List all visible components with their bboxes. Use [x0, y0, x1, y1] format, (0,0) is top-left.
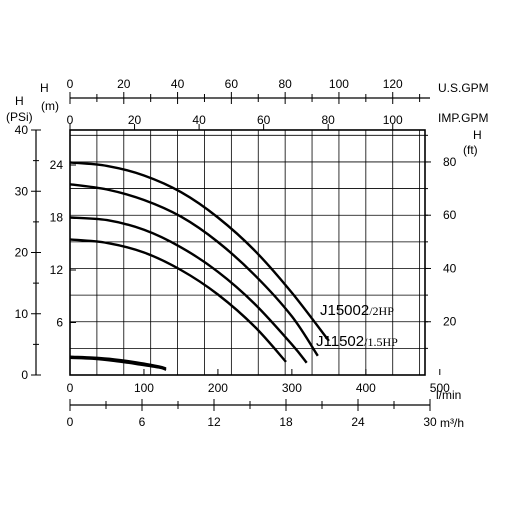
pump-curve-0	[69, 161, 330, 342]
left-psi-tick-label: 30	[15, 184, 29, 198]
left-m-unit-label: (m)	[41, 99, 59, 113]
left-m-tick-label: 12	[50, 263, 64, 277]
low-curve-1	[69, 356, 167, 371]
bottom-m3h-tick-label: 12	[207, 415, 221, 429]
right-ft-tick-label: 40	[443, 261, 457, 275]
bottom-lmin-tick-label: 500	[430, 381, 450, 395]
top-imp-tick-label: 80	[322, 113, 336, 127]
top-imp-unit-label: IMP.GPM	[438, 111, 488, 125]
bottom-lmin-tick-label: 100	[134, 381, 154, 395]
right-ft-unit-label: (ft)	[463, 143, 478, 157]
right-ft-h-label: H	[473, 128, 482, 142]
top-gpm-tick-label: 120	[383, 77, 403, 91]
pump-curve-2	[69, 216, 308, 364]
low-curve-0	[69, 355, 167, 370]
left-psi-h-label: H	[15, 94, 24, 108]
right-ft-tick-label: 80	[443, 155, 457, 169]
plot-frame	[69, 129, 426, 376]
top-imp-tick-label: 0	[67, 113, 74, 127]
bottom-lmin-tick-label: 200	[208, 381, 228, 395]
top-gpm-tick-label: 60	[225, 77, 239, 91]
series-label-j11502: J11502/1.5HP	[316, 333, 398, 350]
bottom-m3h-tick-label: 24	[351, 415, 365, 429]
series-label-j15002-power: /2HP	[369, 304, 394, 318]
bottom-m3h-tick-label: 0	[67, 415, 74, 429]
right-ft-tick-label: 20	[443, 315, 457, 329]
left-m-tick-label: 18	[50, 211, 64, 225]
top-imp-tick-label: 60	[257, 113, 271, 127]
top-imp-tick-label: 40	[192, 113, 206, 127]
left-psi-tick-label: 0	[21, 368, 28, 382]
left-psi-unit-label: (PSi)	[6, 110, 33, 124]
bottom-m3h-tick-label: 30	[423, 415, 437, 429]
bottom-lmin-unit-label: l/min	[436, 388, 461, 402]
pump-curve-1	[69, 183, 319, 357]
top-gpm-tick-label: 20	[117, 77, 131, 91]
bottom-m3h-tick-label: 18	[279, 415, 293, 429]
bottom-m3h-tick-label: 6	[139, 415, 146, 429]
bottom-m3h-unit-label: m³/h	[440, 416, 464, 430]
top-gpm-tick-label: 0	[67, 77, 74, 91]
bottom-lmin-tick-label: 300	[282, 381, 302, 395]
right-ft-tick-label: 60	[443, 208, 457, 222]
series-label-j15002: J15002/2HP	[320, 302, 394, 319]
series-label-j11502-power: /1.5HP	[364, 335, 398, 349]
left-psi-tick-label: 20	[15, 246, 29, 260]
series-label-j15002-model: J15002	[320, 302, 369, 319]
bottom-lmin-tick-label: 0	[67, 381, 74, 395]
left-m-tick-label: 6	[56, 316, 63, 330]
left-psi-tick-label: 40	[15, 123, 29, 137]
top-imp-tick-label: 100	[383, 113, 403, 127]
top-gpm-tick-label: 100	[329, 77, 349, 91]
top-gpm-tick-label: 40	[171, 77, 185, 91]
series-label-j11502-model: J11502	[316, 333, 364, 350]
curves	[69, 161, 330, 371]
top-imp-tick-label: 20	[128, 113, 142, 127]
left-m-tick-label: 24	[50, 158, 64, 172]
bottom-lmin-tick-label: 400	[356, 381, 376, 395]
left-psi-tick-label: 10	[15, 307, 29, 321]
pump-curve-3	[69, 238, 287, 363]
top-gpm-tick-label: 80	[278, 77, 292, 91]
top-gpm-unit-label: U.S.GPM	[438, 81, 489, 95]
left-m-h-label: H	[40, 81, 49, 95]
